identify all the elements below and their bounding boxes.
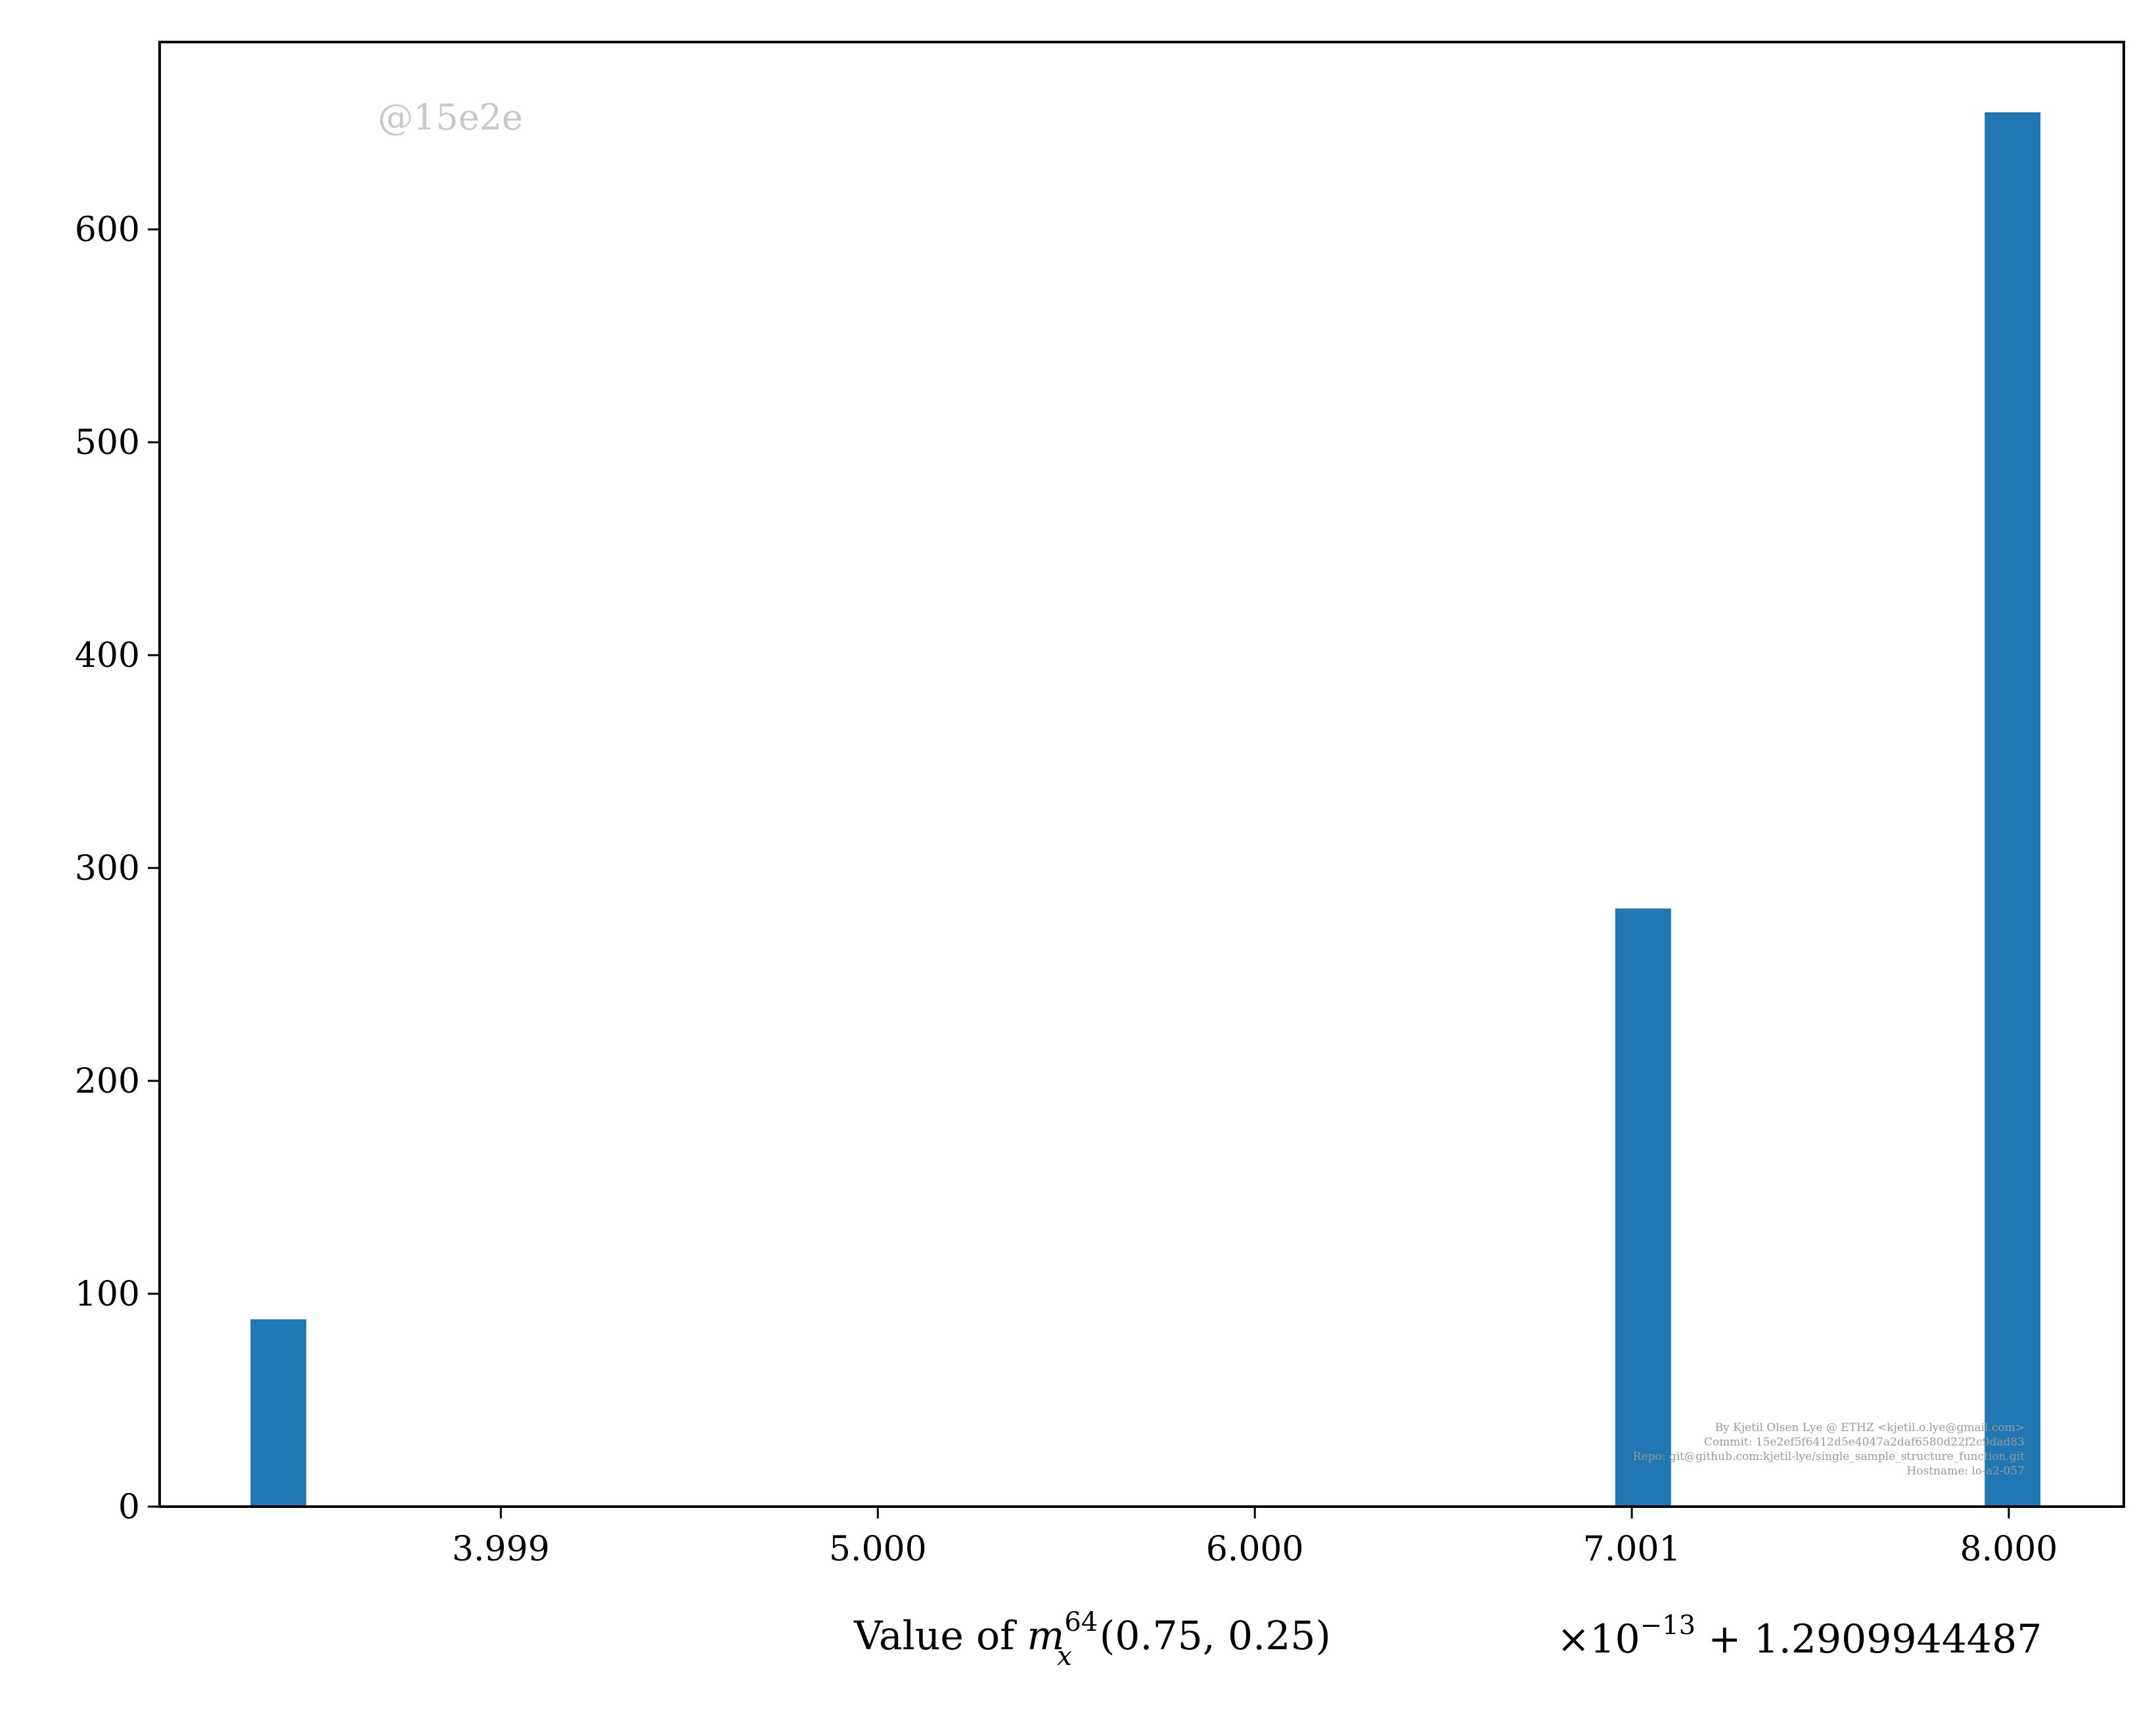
y-tick-label-7: 600 <box>75 210 140 250</box>
histogram-bar-2 <box>1615 908 1671 1507</box>
x-tick-label-2: 5.000 <box>829 1530 927 1569</box>
x-tick-label-1: 3.999 <box>452 1530 550 1569</box>
footer-line-3: Repo: git@github.com:kjetil-lye/single_s… <box>1633 1450 2025 1463</box>
x-tick-label-3: 6.000 <box>1206 1530 1304 1569</box>
x-offset-times: ×10 <box>1557 1616 1640 1662</box>
x-axis-title-suffix: (0.75, 0.25) <box>1100 1613 1331 1659</box>
footer-credits: By Kjetil Olsen Lye @ ETHZ <kjetil.o.lye… <box>1633 1421 2025 1478</box>
watermark-text: @15e2e <box>378 97 523 138</box>
x-axis-title-sub: x <box>1057 1641 1072 1672</box>
histogram-bar-1 <box>250 1319 307 1507</box>
footer-line-2: Commit: 15e2ef5f6412d5e4047a2daf6580d22f… <box>1704 1436 2025 1449</box>
bars-layer <box>250 112 2041 1507</box>
y-tick-label-1: 0 <box>118 1488 140 1527</box>
y-tick-label-2: 100 <box>75 1275 140 1314</box>
histogram-bar-3 <box>1985 112 2041 1507</box>
y-tick-label-6: 500 <box>75 423 140 463</box>
x-offset-label: ×10−13 + 1.2909944487 <box>1557 1610 2042 1662</box>
x-offset-plus: + 1.2909944487 <box>1696 1616 2042 1662</box>
y-tick-label-5: 400 <box>75 636 140 675</box>
x-axis-title-var: m <box>1027 1613 1064 1659</box>
x-axis-title-prefix: Value of <box>853 1613 1027 1659</box>
x-offset-exponent: −13 <box>1640 1610 1696 1641</box>
x-tick-label-4: 7.001 <box>1583 1530 1681 1569</box>
y-tick-label-3: 200 <box>75 1062 140 1101</box>
y-tick-label-4: 300 <box>75 849 140 888</box>
x-axis-title-sup: 64 <box>1064 1607 1098 1637</box>
plot-frame <box>158 41 2125 1508</box>
x-axis-title: Value of m64 x (0.75, 0.25) <box>853 1607 1331 1672</box>
footer-line-1: By Kjetil Olsen Lye @ ETHZ <kjetil.o.lye… <box>1715 1421 2025 1434</box>
footer-line-4: Hostname: lo-a2-057 <box>1906 1465 2025 1478</box>
ticks-layer: 3.999 5.000 6.000 7.001 8.000 0 100 200 300 400 50… <box>75 210 2058 1569</box>
x-tick-label-5: 8.000 <box>1960 1530 2058 1569</box>
